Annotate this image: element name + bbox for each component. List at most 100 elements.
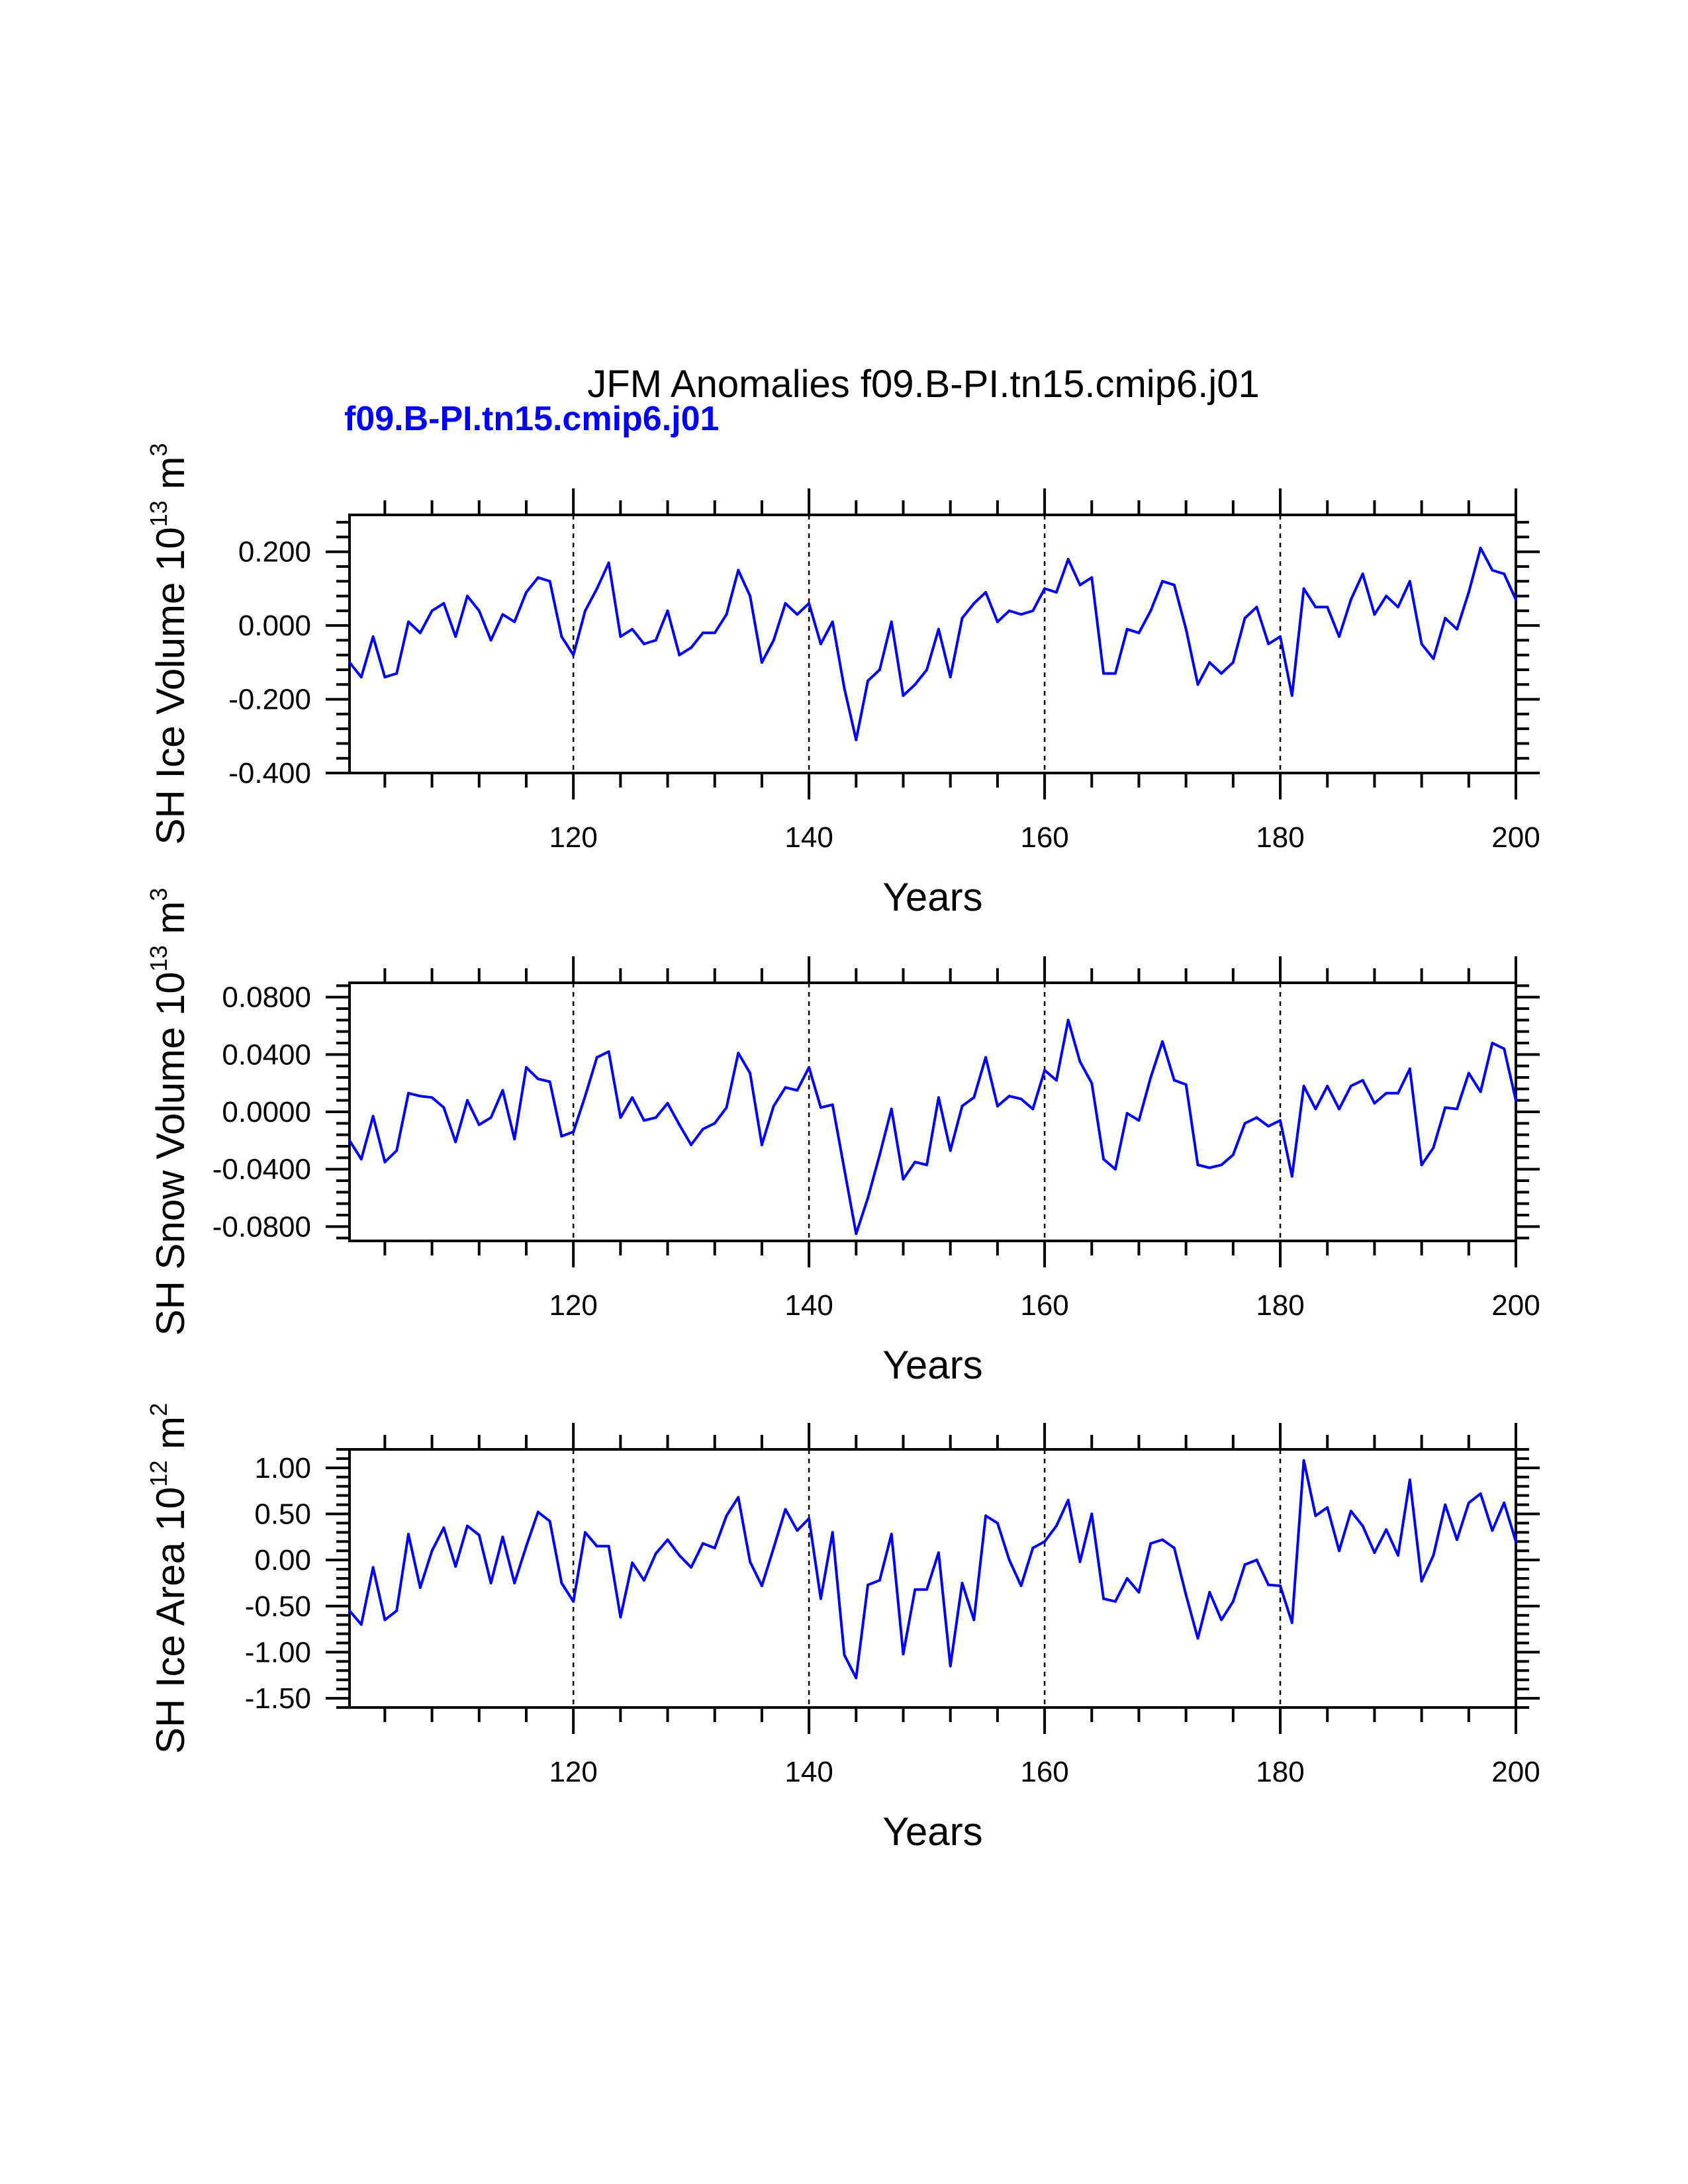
data-point xyxy=(867,1583,870,1586)
data-point xyxy=(1326,1506,1329,1509)
data-point xyxy=(371,635,375,638)
data-point xyxy=(1125,1112,1129,1115)
data-point xyxy=(560,1581,563,1584)
x-tick-label: 180 xyxy=(1256,1756,1304,1788)
y-tick-label: 0.50 xyxy=(254,1498,311,1531)
data-point xyxy=(1361,1524,1364,1527)
data-point xyxy=(1172,1079,1176,1082)
data-point xyxy=(383,1160,387,1163)
y-axis-label-text: SH Snow Volume 10 xyxy=(148,972,193,1336)
y-axis-label-exponent: 13 xyxy=(145,945,172,972)
y-axis-label-text: SH Ice Volume 10 xyxy=(148,527,193,844)
data-point xyxy=(666,1102,669,1105)
data-point xyxy=(1279,1584,1282,1588)
data-point xyxy=(678,1554,681,1557)
data-point xyxy=(914,1588,917,1591)
y-tick-label: 0.00 xyxy=(254,1544,311,1576)
data-point xyxy=(1397,1554,1400,1557)
data-point xyxy=(1408,580,1411,583)
x-tick-label: 200 xyxy=(1491,821,1540,854)
data-point xyxy=(1444,617,1447,619)
data-point xyxy=(1385,1091,1388,1095)
y-axis-label-unit-exponent: 2 xyxy=(145,1403,172,1416)
data-point xyxy=(1420,1580,1423,1583)
data-point xyxy=(1456,627,1459,631)
x-tick-label: 160 xyxy=(1020,821,1068,854)
y-axis-label: SH Snow Volume 1013 m3 xyxy=(145,887,193,1336)
x-tick-label: 200 xyxy=(1491,1289,1540,1322)
data-point xyxy=(1290,694,1293,697)
data-point xyxy=(713,1122,716,1125)
data-point xyxy=(501,613,504,616)
y-tick-label: 0.200 xyxy=(238,536,311,569)
data-point xyxy=(1113,672,1117,675)
data-point xyxy=(725,1514,728,1518)
data-point xyxy=(984,1514,988,1518)
data-point xyxy=(560,1134,563,1138)
data-point xyxy=(1031,1107,1035,1111)
data-point xyxy=(642,643,645,645)
y-axis-label: SH Ice Volume 1013 m3 xyxy=(145,443,193,845)
data-point xyxy=(1361,572,1364,576)
data-point xyxy=(867,679,870,682)
x-axis-label: Years xyxy=(882,875,982,919)
data-point xyxy=(489,639,492,642)
data-point xyxy=(1385,594,1388,598)
data-point xyxy=(406,1091,410,1095)
data-point xyxy=(1338,1107,1341,1111)
chart-subtitle: f09.B-PI.tn15.cmip6.j01 xyxy=(344,400,719,438)
data-point xyxy=(1338,1549,1341,1553)
data-point xyxy=(359,676,363,679)
data-point xyxy=(996,1105,999,1108)
data-point xyxy=(1078,1560,1082,1563)
y-axis-label-unit: m xyxy=(148,1416,193,1461)
data-point xyxy=(796,1529,799,1532)
data-point xyxy=(949,1664,952,1668)
series-line xyxy=(348,1019,1517,1236)
data-point xyxy=(1008,1095,1011,1098)
data-point xyxy=(524,1066,528,1069)
data-point xyxy=(855,1232,858,1236)
data-point xyxy=(607,1050,610,1053)
data-point xyxy=(1113,1167,1117,1171)
data-point xyxy=(1444,1106,1447,1109)
data-point xyxy=(1231,1600,1235,1603)
data-point xyxy=(619,1116,622,1119)
data-point xyxy=(548,1520,551,1523)
data-point xyxy=(1255,1116,1258,1119)
data-point xyxy=(701,1128,704,1130)
data-point xyxy=(1432,657,1435,660)
data-point xyxy=(1314,606,1317,609)
data-point xyxy=(760,660,763,664)
data-point xyxy=(607,1545,610,1548)
data-point xyxy=(642,1119,645,1122)
data-point xyxy=(1420,1163,1423,1167)
data-point xyxy=(843,686,846,690)
data-point xyxy=(1338,635,1341,638)
data-point xyxy=(418,631,422,635)
data-point xyxy=(1019,1097,1023,1101)
data-point xyxy=(1420,643,1423,645)
data-point xyxy=(831,620,834,623)
data-point xyxy=(1161,1040,1164,1043)
data-point xyxy=(784,602,787,605)
data-point xyxy=(1208,1590,1211,1594)
data-point xyxy=(784,1086,787,1089)
y-tick-label: 0.0400 xyxy=(222,1038,311,1071)
data-point xyxy=(536,576,539,579)
data-point xyxy=(1137,631,1141,635)
data-point xyxy=(465,1099,469,1102)
data-point xyxy=(619,635,622,638)
y-tick-label: 1.00 xyxy=(254,1452,311,1484)
data-point xyxy=(642,1578,645,1582)
data-point xyxy=(465,1524,469,1527)
data-point xyxy=(1479,547,1482,550)
data-point xyxy=(1220,1163,1223,1167)
data-point xyxy=(808,1517,811,1520)
data-point xyxy=(749,1071,752,1075)
data-point xyxy=(1408,1068,1411,1070)
data-point xyxy=(902,1653,905,1656)
data-point xyxy=(972,1618,976,1621)
data-point xyxy=(430,609,434,612)
x-tick-label: 120 xyxy=(549,1289,597,1322)
